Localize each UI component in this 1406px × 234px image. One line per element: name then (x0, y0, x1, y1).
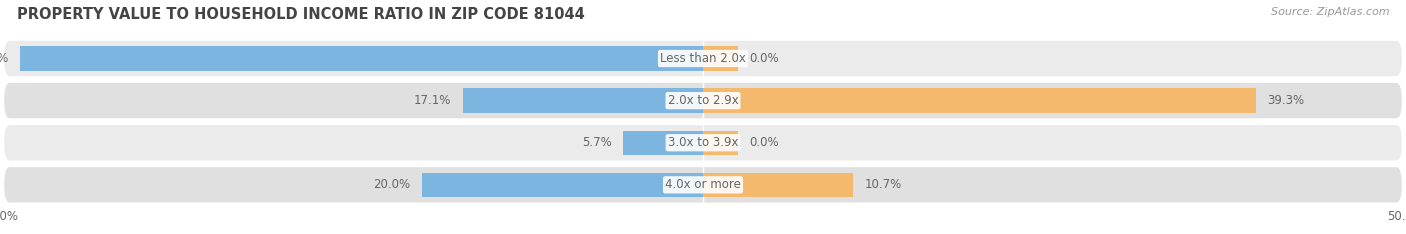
FancyBboxPatch shape (4, 41, 1402, 76)
Text: 17.1%: 17.1% (413, 94, 451, 107)
Text: Less than 2.0x: Less than 2.0x (659, 52, 747, 65)
FancyBboxPatch shape (4, 167, 1402, 203)
Text: 0.0%: 0.0% (749, 136, 779, 149)
Bar (703, 88, 1256, 113)
Text: 4.0x or more: 4.0x or more (665, 178, 741, 191)
Bar (703, 131, 738, 155)
Text: 39.3%: 39.3% (1267, 94, 1303, 107)
Text: 2.0x to 2.9x: 2.0x to 2.9x (668, 94, 738, 107)
Text: 10.7%: 10.7% (865, 178, 901, 191)
Bar (463, 88, 703, 113)
Bar (703, 173, 853, 197)
FancyBboxPatch shape (4, 83, 1402, 118)
Bar (703, 46, 738, 71)
Text: Source: ZipAtlas.com: Source: ZipAtlas.com (1271, 7, 1389, 17)
Bar (422, 173, 703, 197)
Text: 3.0x to 3.9x: 3.0x to 3.9x (668, 136, 738, 149)
Text: 20.0%: 20.0% (374, 178, 411, 191)
FancyBboxPatch shape (4, 125, 1402, 161)
Text: 48.6%: 48.6% (0, 52, 8, 65)
Text: 0.0%: 0.0% (749, 52, 779, 65)
Text: PROPERTY VALUE TO HOUSEHOLD INCOME RATIO IN ZIP CODE 81044: PROPERTY VALUE TO HOUSEHOLD INCOME RATIO… (17, 7, 585, 22)
Text: 5.7%: 5.7% (582, 136, 612, 149)
Bar (623, 131, 703, 155)
Bar (20, 46, 703, 71)
